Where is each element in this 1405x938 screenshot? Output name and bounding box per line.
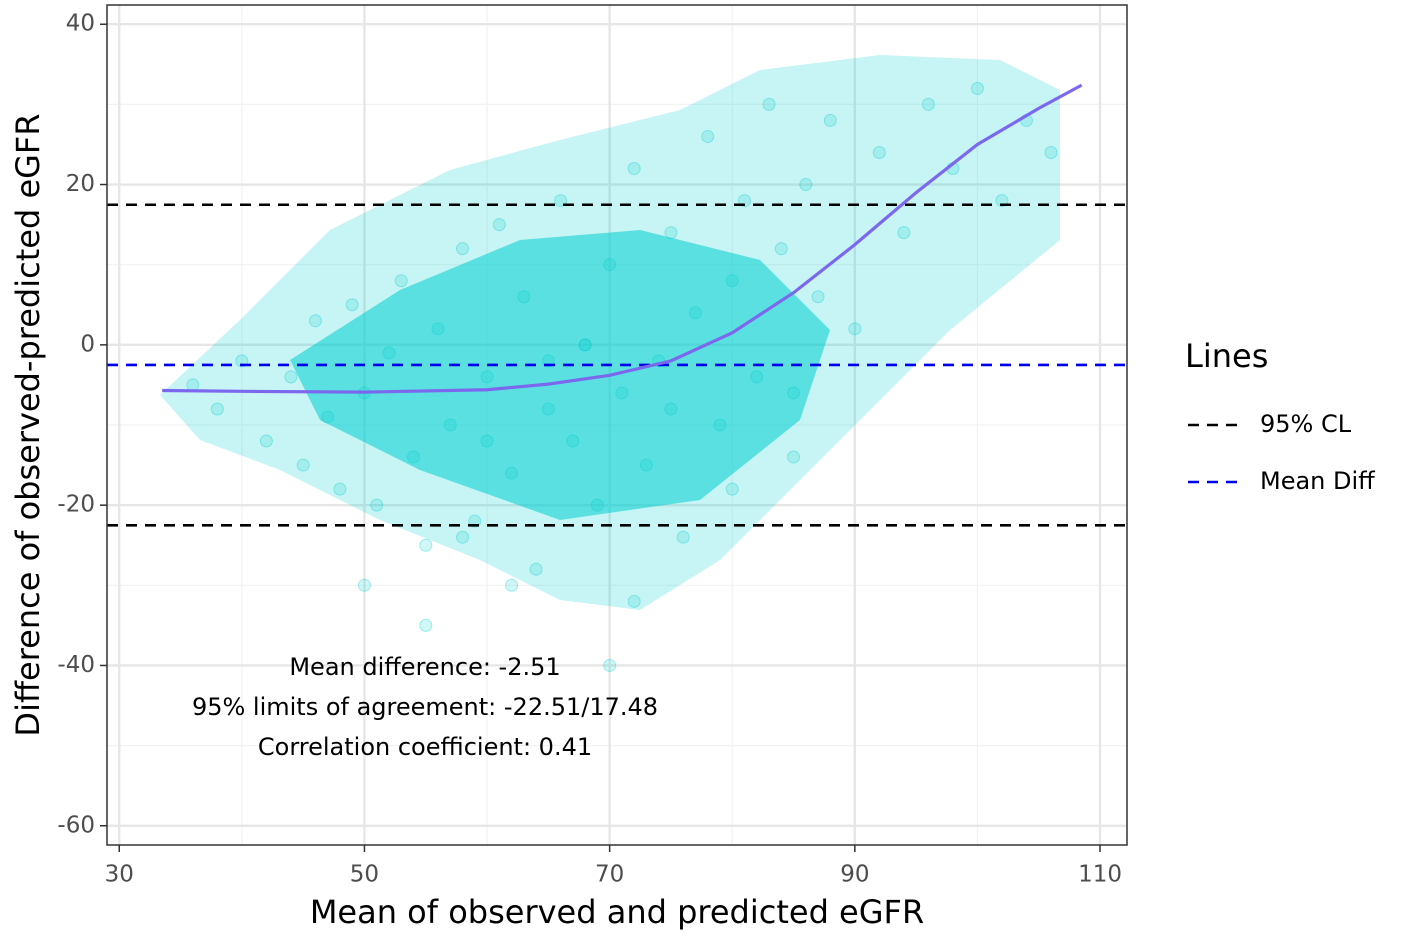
- x-tick-label: 30: [105, 862, 134, 888]
- legend-label: 95% CL: [1260, 410, 1352, 438]
- point: [492, 218, 506, 232]
- point: [456, 242, 470, 256]
- y-tick-label: -40: [57, 652, 95, 678]
- point: [284, 370, 298, 384]
- point: [333, 482, 347, 496]
- point: [823, 113, 837, 127]
- point: [505, 578, 519, 592]
- y-tick-label: -20: [57, 492, 95, 518]
- point: [762, 97, 776, 111]
- point: [970, 81, 984, 95]
- y-tick-label: 0: [80, 331, 95, 357]
- point: [664, 226, 678, 240]
- point: [787, 386, 801, 400]
- point: [419, 618, 433, 632]
- point: [357, 578, 371, 592]
- point: [921, 97, 935, 111]
- point: [321, 410, 335, 424]
- point: [799, 178, 813, 192]
- point: [701, 129, 715, 143]
- point: [308, 314, 322, 328]
- point: [1044, 145, 1058, 159]
- point: [676, 530, 690, 544]
- point: [541, 402, 555, 416]
- plot-border: [106, 4, 1128, 846]
- point: [210, 402, 224, 416]
- point: [590, 498, 604, 512]
- legend-title: Lines: [1185, 337, 1268, 375]
- annotation: Mean difference: -2.51: [289, 653, 560, 681]
- x-tick-label: 70: [595, 862, 624, 888]
- x-tick-label: 110: [1078, 862, 1122, 888]
- point: [897, 226, 911, 240]
- y-axis-title: Difference of observed-predicted eGFR: [9, 113, 47, 736]
- point: [394, 274, 408, 288]
- x-tick-label: 90: [840, 862, 869, 888]
- point: [566, 434, 580, 448]
- y-tick-label: -60: [57, 812, 95, 838]
- y-tick-label: 20: [66, 171, 95, 197]
- point: [456, 530, 470, 544]
- point: [517, 290, 531, 304]
- annotation: Correlation coefficient: 0.41: [258, 733, 592, 761]
- point: [259, 434, 273, 448]
- point: [603, 258, 617, 272]
- smooth-line: [162, 83, 1083, 394]
- point: [627, 162, 641, 176]
- point: [688, 306, 702, 320]
- point: [872, 145, 886, 159]
- point: [419, 538, 433, 552]
- point: [787, 450, 801, 464]
- point: [480, 434, 494, 448]
- legend-label: Mean Diff: [1260, 467, 1375, 495]
- point: [443, 418, 457, 432]
- point: [603, 658, 617, 672]
- point: [664, 402, 678, 416]
- point: [725, 482, 739, 496]
- point: [345, 298, 359, 312]
- point: [578, 338, 592, 352]
- point: [529, 562, 543, 576]
- point: [774, 242, 788, 256]
- point: [627, 594, 641, 608]
- point: [406, 450, 420, 464]
- annotation: 95% limits of agreement: -22.51/17.48: [192, 693, 658, 721]
- y-tick-label: 40: [66, 11, 95, 37]
- point: [382, 346, 396, 360]
- point: [431, 322, 445, 336]
- point: [725, 274, 739, 288]
- point: [639, 458, 653, 472]
- point: [505, 466, 519, 480]
- point: [578, 338, 592, 352]
- x-axis-title: Mean of observed and predicted eGFR: [310, 893, 924, 931]
- x-tick-label: 50: [350, 862, 379, 888]
- point: [750, 370, 764, 384]
- point: [615, 386, 629, 400]
- point: [848, 322, 862, 336]
- point: [296, 458, 310, 472]
- point: [480, 370, 494, 384]
- point: [186, 378, 200, 392]
- point: [713, 418, 727, 432]
- point: [370, 498, 384, 512]
- point-cloud-core: [290, 230, 830, 520]
- point: [811, 290, 825, 304]
